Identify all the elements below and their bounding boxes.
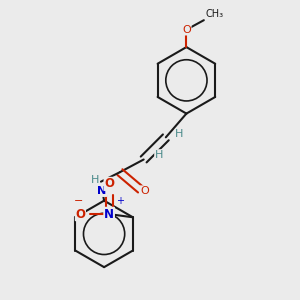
Text: H: H — [91, 175, 99, 185]
Text: N: N — [97, 186, 106, 197]
Text: O: O — [182, 25, 191, 35]
Text: −: − — [74, 196, 83, 206]
Text: H: H — [155, 150, 163, 160]
Text: H: H — [175, 129, 184, 139]
Text: N: N — [104, 208, 114, 220]
Text: CH₃: CH₃ — [206, 9, 224, 19]
Text: O: O — [104, 177, 114, 190]
Text: O: O — [140, 186, 149, 196]
Text: O: O — [75, 208, 85, 220]
Text: +: + — [116, 196, 124, 206]
